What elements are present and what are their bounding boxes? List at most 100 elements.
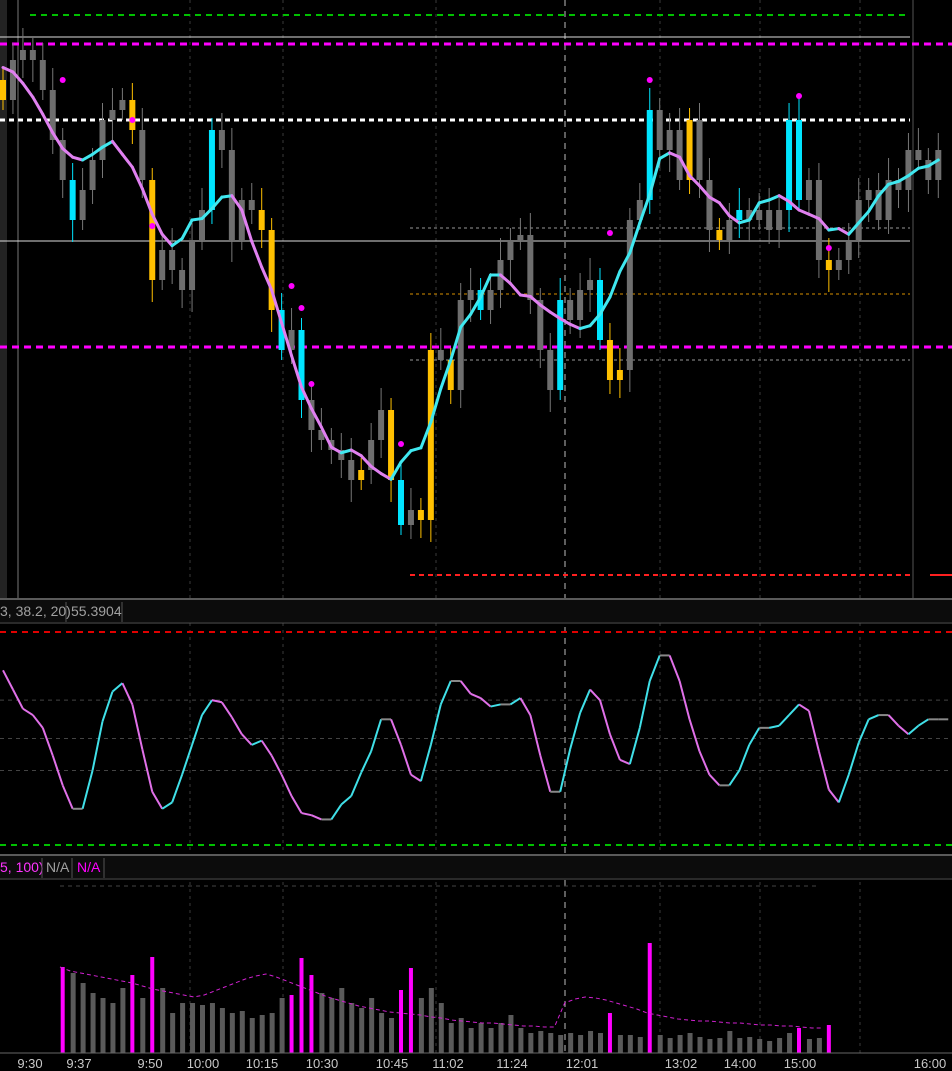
oscillator-segment: [221, 701, 233, 718]
candle-body: [218, 130, 225, 150]
moving-average-segment: [160, 232, 174, 248]
oscillator-panel[interactable]: [0, 631, 952, 846]
moving-average-segment: [210, 195, 224, 211]
oscillator-segment: [260, 740, 273, 757]
moving-average-segment: [439, 358, 453, 391]
moving-average-segment: [91, 145, 104, 156]
oscillator-segment: [470, 692, 481, 699]
moving-average-segment: [827, 227, 841, 232]
volume-bar: [359, 1008, 365, 1053]
candle-body: [388, 410, 395, 480]
volume-bar: [349, 1003, 355, 1053]
oscillator-segment: [907, 724, 920, 735]
moving-average-segment: [737, 218, 751, 225]
candle-body: [129, 100, 136, 130]
oscillator-segment: [131, 704, 144, 750]
moving-average-segment: [658, 151, 672, 161]
moving-average-segment: [150, 212, 164, 236]
oscillator-segment: [340, 795, 352, 806]
moving-average-segment: [717, 201, 731, 218]
volume-header: [0, 856, 952, 878]
candle-body: [537, 300, 544, 350]
volume-bar: [677, 1035, 683, 1053]
oscillator-segment: [678, 680, 691, 720]
oscillator-segment: [609, 733, 621, 761]
oscillator-segment: [32, 714, 44, 729]
moving-average-segment: [319, 425, 333, 449]
panel-divider[interactable]: [0, 854, 952, 856]
candle-body: [407, 510, 414, 525]
candle-body: [268, 230, 275, 310]
oscillator-segment: [688, 719, 701, 752]
volume-bar: [806, 1039, 812, 1053]
moving-average-segment: [499, 273, 512, 286]
volume-bar: [249, 1018, 255, 1053]
moving-average-segment: [220, 194, 234, 199]
moving-average-segment: [528, 294, 542, 307]
candle-body: [517, 235, 524, 240]
oscillator-params: 3, 38.2, 20): [0, 603, 71, 619]
candle-body: [895, 180, 902, 190]
panel-divider[interactable]: [0, 598, 952, 600]
candle-body: [935, 150, 942, 180]
moving-average-segment: [399, 449, 413, 464]
volume-bar: [727, 1031, 733, 1053]
candle-body: [139, 130, 146, 180]
oscillator-segment: [490, 703, 501, 708]
sar-dot: [308, 381, 315, 387]
candle-body: [855, 200, 862, 240]
moving-average-segment: [130, 165, 144, 191]
time-tick: 15:00: [784, 1056, 817, 1071]
moving-average-segment: [101, 139, 114, 149]
candle-body: [736, 210, 743, 220]
volume-bar: [548, 1033, 554, 1053]
volume-bar: [130, 975, 135, 1053]
moving-average-segment: [429, 387, 443, 424]
candle-body: [616, 370, 623, 380]
volume-bar: [428, 988, 434, 1053]
moving-average-segment: [548, 310, 562, 321]
volume-bar: [647, 943, 652, 1053]
time-tick: 11:02: [432, 1056, 464, 1071]
oscillator-segment: [619, 758, 631, 765]
oscillator-segment: [360, 750, 373, 774]
candle-body: [587, 280, 594, 290]
oscillator-segment: [439, 680, 452, 705]
candle-body: [238, 200, 245, 240]
candle-body: [69, 180, 76, 220]
moving-average-segment: [638, 192, 652, 225]
oscillator-segment: [400, 744, 412, 776]
candle-body: [915, 150, 922, 160]
moving-average-segment: [21, 81, 35, 99]
oscillator-segment: [857, 718, 870, 744]
moving-average-segment: [767, 194, 781, 202]
moving-average-segment: [518, 293, 532, 298]
sar-dot: [606, 230, 613, 236]
volume-bar: [637, 1037, 643, 1053]
volume-bar: [697, 1037, 703, 1053]
oscillator-segment: [201, 699, 213, 716]
oscillator-segment: [559, 748, 572, 792]
oscillator-segment: [817, 751, 830, 790]
moving-average-segment: [230, 194, 244, 212]
oscillator-segment: [509, 697, 521, 706]
volume-bar: [498, 1023, 504, 1053]
candle-body: [79, 190, 86, 220]
volume-panel[interactable]: [59, 885, 831, 1053]
volume-value-1: N/A: [46, 859, 70, 875]
sar-dot: [796, 93, 802, 99]
moving-average-segment: [180, 218, 194, 241]
candle-body: [208, 130, 215, 210]
candle-body: [179, 270, 186, 290]
moving-average-segment: [51, 131, 65, 151]
volume-bar: [438, 1003, 444, 1053]
oscillator-segment: [569, 712, 582, 750]
time-axis[interactable]: 9:30 9:37 9:50 10:00 10:15 10:30 10:45 1…: [17, 1056, 946, 1071]
moving-average-segment: [359, 454, 373, 468]
oscillator-segment: [708, 774, 721, 787]
volume-bar: [339, 988, 345, 1053]
oscillator-segment: [51, 755, 64, 786]
time-tick: 10:00: [187, 1056, 220, 1071]
